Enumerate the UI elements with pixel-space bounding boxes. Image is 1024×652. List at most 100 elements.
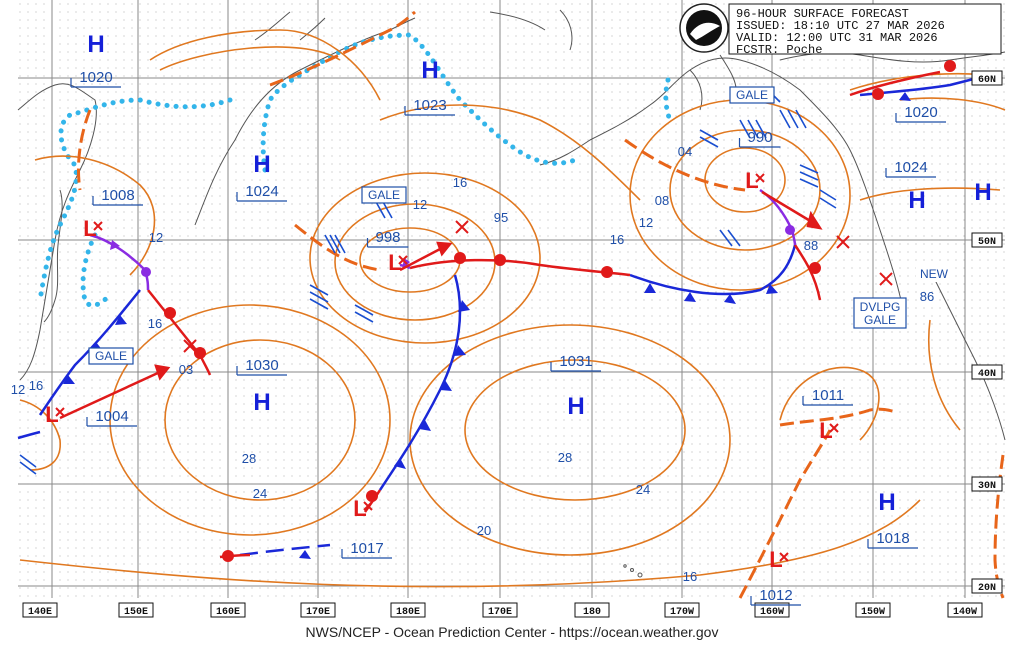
svg-text:180E: 180E bbox=[396, 607, 420, 618]
warning-label: GALE bbox=[729, 86, 775, 104]
svg-text:L: L bbox=[769, 547, 782, 572]
lat-label: 30N bbox=[971, 476, 1003, 492]
isobar-value-label: 04 bbox=[678, 144, 692, 159]
coastlines bbox=[17, 9, 1006, 578]
wind-barbs bbox=[19, 89, 837, 475]
lon-label: 150W bbox=[855, 602, 891, 618]
high-pressure-center: H 1020 bbox=[70, 31, 121, 88]
svg-text:140W: 140W bbox=[953, 607, 977, 618]
high-pressure-center: H 1023 bbox=[404, 57, 455, 116]
lon-label: 140E bbox=[22, 602, 58, 618]
isobar-value-label: 20 bbox=[477, 523, 491, 538]
svg-text:170W: 170W bbox=[670, 607, 694, 618]
svg-text:1020: 1020 bbox=[79, 69, 112, 86]
warning-label: GALE bbox=[88, 347, 134, 365]
svg-text:1017: 1017 bbox=[350, 540, 383, 557]
svg-text:160E: 160E bbox=[216, 607, 240, 618]
svg-text:140E: 140E bbox=[28, 607, 52, 618]
high-pressure-center: H 1031 bbox=[550, 353, 601, 420]
lon-label: 160E bbox=[210, 602, 246, 618]
warning-label: NEW bbox=[916, 266, 952, 282]
high-pressure-center: H 1018 bbox=[867, 489, 918, 549]
lat-label: 50N bbox=[971, 232, 1003, 248]
svg-text:DVLPG: DVLPG bbox=[860, 300, 901, 314]
svg-text:998: 998 bbox=[375, 229, 400, 246]
lon-label: 150E bbox=[118, 602, 154, 618]
svg-text:1023: 1023 bbox=[413, 97, 446, 114]
isobar-value-label: 08 bbox=[655, 193, 669, 208]
lon-label: 140W bbox=[947, 602, 983, 618]
isobar-value-label: 28 bbox=[242, 451, 256, 466]
svg-text:1011: 1011 bbox=[812, 387, 844, 404]
low-pressure-center: L 1017 bbox=[341, 496, 392, 559]
low-pressure-center: L 1004 bbox=[45, 402, 137, 427]
footer-credit: NWS/NCEP - Ocean Prediction Center - htt… bbox=[305, 624, 719, 640]
lat-label: 40N bbox=[971, 364, 1003, 380]
isobar-value-label: 88 bbox=[804, 238, 818, 253]
svg-text:H: H bbox=[253, 389, 270, 416]
svg-text:170E: 170E bbox=[488, 607, 512, 618]
isobar-value-label: 16 bbox=[148, 316, 162, 331]
isobars bbox=[19, 29, 1006, 588]
svg-text:1012: 1012 bbox=[759, 587, 792, 604]
svg-text:GALE: GALE bbox=[736, 88, 768, 102]
svg-text:L: L bbox=[83, 216, 96, 241]
svg-text:180: 180 bbox=[583, 607, 601, 618]
high-centers: H 1020 H 1023 H 1024 H 1030 H 1031 H 1024 H 1020 H 1018 bbox=[70, 31, 992, 549]
isobar-value-label: 16 bbox=[610, 232, 624, 247]
svg-text:1004: 1004 bbox=[95, 408, 128, 425]
high-pressure-center: H 1024 bbox=[236, 151, 287, 202]
lon-label: 160W bbox=[754, 602, 790, 618]
noaa-logo bbox=[679, 3, 729, 53]
isobar-value-label: 28 bbox=[558, 450, 572, 465]
svg-text:GALE: GALE bbox=[368, 188, 400, 202]
isobar-value-label: 03 bbox=[179, 362, 193, 377]
svg-text:40N: 40N bbox=[978, 369, 996, 380]
svg-text:L: L bbox=[353, 496, 366, 521]
svg-text:L: L bbox=[388, 250, 401, 275]
svg-text:GALE: GALE bbox=[95, 349, 127, 363]
storm-tracks bbox=[59, 190, 823, 420]
isobar-value-label: 24 bbox=[253, 486, 267, 501]
svg-text:1020: 1020 bbox=[904, 104, 937, 121]
forecast-issued: ISSUED: 18:10 UTC 27 MAR 2026 bbox=[736, 19, 945, 33]
map-background bbox=[18, 0, 1005, 598]
forecast-valid: VALID: 12:00 UTC 31 MAR 2026 bbox=[736, 31, 938, 45]
svg-text:150E: 150E bbox=[124, 607, 148, 618]
isobar-value-label: 16 bbox=[683, 569, 697, 584]
isobar-value-label: 12 bbox=[413, 197, 427, 212]
svg-text:H: H bbox=[421, 57, 438, 84]
isobar-value-label: 12 bbox=[11, 382, 25, 397]
svg-text:L: L bbox=[745, 168, 758, 193]
svg-text:150W: 150W bbox=[861, 607, 885, 618]
lon-label: 180E bbox=[390, 602, 426, 618]
svg-text:60N: 60N bbox=[978, 75, 996, 86]
svg-text:H: H bbox=[878, 489, 895, 516]
svg-text:990: 990 bbox=[747, 129, 772, 146]
lat-label: 60N bbox=[971, 70, 1003, 86]
warning-label: GALE bbox=[361, 186, 407, 204]
lon-label: 170E bbox=[300, 602, 336, 618]
svg-text:L: L bbox=[819, 418, 832, 443]
lon-label: 170E bbox=[482, 602, 518, 618]
svg-text:H: H bbox=[908, 187, 925, 214]
svg-text:NEW: NEW bbox=[920, 267, 949, 281]
svg-text:1008: 1008 bbox=[101, 187, 134, 204]
ice-edge bbox=[37, 32, 673, 308]
svg-text:H: H bbox=[253, 151, 270, 178]
isobar-value-label: 12 bbox=[149, 230, 163, 245]
svg-text:GALE: GALE bbox=[864, 313, 896, 327]
x-markers bbox=[183, 220, 893, 353]
svg-text:1024: 1024 bbox=[894, 159, 927, 176]
svg-text:160W: 160W bbox=[760, 607, 784, 618]
svg-text:L: L bbox=[45, 402, 58, 427]
isobar-value-label: 16 bbox=[453, 175, 467, 190]
isobar-value-label: 24 bbox=[636, 482, 650, 497]
svg-text:50N: 50N bbox=[978, 237, 996, 248]
high-pressure-center: H 1020 bbox=[895, 104, 992, 206]
low-pressure-center: L 998 bbox=[366, 229, 409, 275]
isobar-value-label: 16 bbox=[29, 378, 43, 393]
svg-text:H: H bbox=[974, 179, 991, 206]
